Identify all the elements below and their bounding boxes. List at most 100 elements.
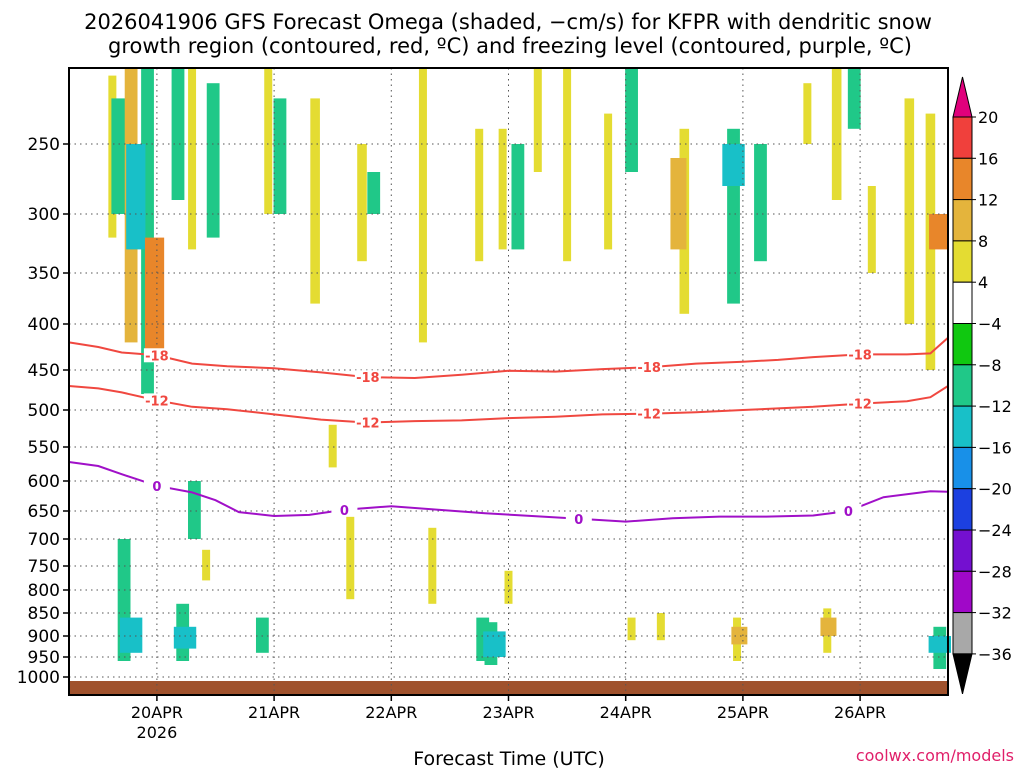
omega-region — [119, 617, 143, 653]
omega-region — [206, 83, 220, 238]
omega-region — [126, 144, 146, 250]
contour-label-bg — [636, 360, 663, 375]
y-tick-label: 400 — [28, 315, 60, 335]
y-axis: 250 300 350 400 450 500 550 600 650 700 750 800 850 9… — [17, 135, 69, 688]
x-tick-label: 23APR — [482, 703, 534, 722]
omega-region — [670, 158, 687, 250]
colorbar-swatch — [952, 446, 973, 490]
y-tick-label: 650 — [28, 502, 60, 522]
omega-region — [731, 626, 748, 645]
contour-label-bg — [835, 504, 862, 518]
colorbar-swatch — [952, 281, 973, 325]
chart-title-line1: 2026041906 GFS Forecast Omega (shaded, −… — [84, 10, 932, 34]
omega-region — [656, 613, 665, 641]
omega-region — [357, 144, 367, 262]
credit-text: coolwx.com/models — [856, 746, 1014, 765]
contour-label-bg — [847, 347, 874, 362]
y-tick-label: 850 — [28, 604, 60, 624]
x-tick-label: 25APR — [717, 703, 769, 722]
y-tick-label: 900 — [28, 627, 60, 647]
contours: -18 -18 -18 -18 -12 -12 -12 -12 0 0 0 0 — [68, 337, 949, 528]
contour-label: -18 — [637, 361, 661, 376]
omega-region — [367, 172, 381, 214]
y-tick-label: 800 — [28, 581, 60, 601]
ground-band — [69, 681, 948, 694]
omega-region — [511, 144, 525, 250]
colorbar-swatch — [952, 529, 973, 572]
colorbar-swatch — [952, 323, 973, 366]
chart-title-line2: growth region (contoured, red, ºC) and f… — [108, 34, 912, 58]
colorbar-label: −12 — [978, 397, 1012, 416]
omega-region — [173, 626, 197, 649]
omega-region — [504, 570, 513, 604]
contour-label-bg — [354, 415, 381, 430]
y-tick-label: 250 — [28, 135, 60, 155]
contour-label: 0 — [844, 505, 853, 520]
omega-region — [111, 98, 128, 214]
omega-region — [346, 516, 355, 600]
contour-label: 0 — [340, 504, 349, 519]
omega-region — [604, 113, 613, 250]
contour-label-bg — [143, 393, 170, 408]
colorbar-swatch — [952, 240, 973, 283]
colorbar-label: −4 — [978, 315, 1002, 334]
omega-region — [310, 98, 320, 304]
colorbar-swatch — [952, 488, 973, 531]
colorbar-swatch — [952, 199, 973, 242]
contour-label-bg — [331, 502, 358, 517]
colorbar-swatch — [952, 364, 973, 407]
colorbar-swatch — [952, 157, 973, 201]
contour-label: -18 — [145, 349, 169, 364]
omega-region — [144, 237, 165, 361]
colorbar-swatch — [952, 116, 973, 159]
omega-region — [328, 424, 337, 468]
x-tick-label: 20APR — [131, 703, 183, 722]
colorbar-label: −36 — [978, 645, 1012, 664]
omega-region — [475, 128, 484, 262]
colorbar-swatch — [952, 612, 973, 655]
contour-label: -12 — [848, 398, 872, 413]
contour-line — [68, 385, 949, 424]
omega-region — [188, 481, 201, 539]
contour-label: 0 — [152, 480, 161, 495]
contour-label: -18 — [848, 348, 872, 363]
omega-region — [625, 68, 638, 172]
colorbar-label: −16 — [978, 438, 1012, 457]
colorbar-swatch — [952, 76, 973, 118]
contour-line — [68, 461, 949, 523]
omega-region — [498, 128, 507, 250]
omega-region — [754, 144, 767, 262]
omega-region — [831, 68, 842, 200]
omega-region — [483, 631, 506, 657]
colorbar-label: 16 — [978, 149, 998, 168]
omega-region — [928, 636, 951, 653]
omega-region — [722, 144, 745, 186]
colorbar: 20 16 12 8 4 −4 −8 −12 −16 −20 −24 −28 −32 −36 — [952, 76, 1012, 695]
omega-region — [820, 617, 837, 636]
x-axis-label: Forecast Time (UTC) — [413, 748, 604, 768]
omega-region — [171, 68, 185, 200]
omega-region — [867, 186, 876, 273]
grid — [69, 68, 948, 695]
colorbar-label: 12 — [978, 191, 998, 210]
colorbar-swatch — [952, 570, 973, 614]
omega-region — [563, 68, 572, 262]
y-tick-label: 300 — [28, 205, 60, 225]
colorbar-label: −28 — [978, 562, 1012, 581]
colorbar-label: 4 — [978, 273, 988, 292]
colorbar-swatch — [952, 405, 973, 448]
y-tick-label: 700 — [28, 530, 60, 550]
x-tick-label: 24APR — [600, 703, 652, 722]
omega-region — [273, 98, 287, 214]
y-tick-label: 450 — [28, 361, 60, 381]
contour-line — [68, 337, 949, 380]
omega-region — [533, 68, 542, 172]
contour-label: -12 — [145, 394, 169, 409]
y-tick-label: 950 — [28, 648, 60, 668]
omega-region — [255, 617, 269, 653]
omega-region — [929, 214, 949, 250]
y-tick-label: 1000 — [17, 668, 60, 688]
contour-label-bg — [847, 396, 874, 411]
